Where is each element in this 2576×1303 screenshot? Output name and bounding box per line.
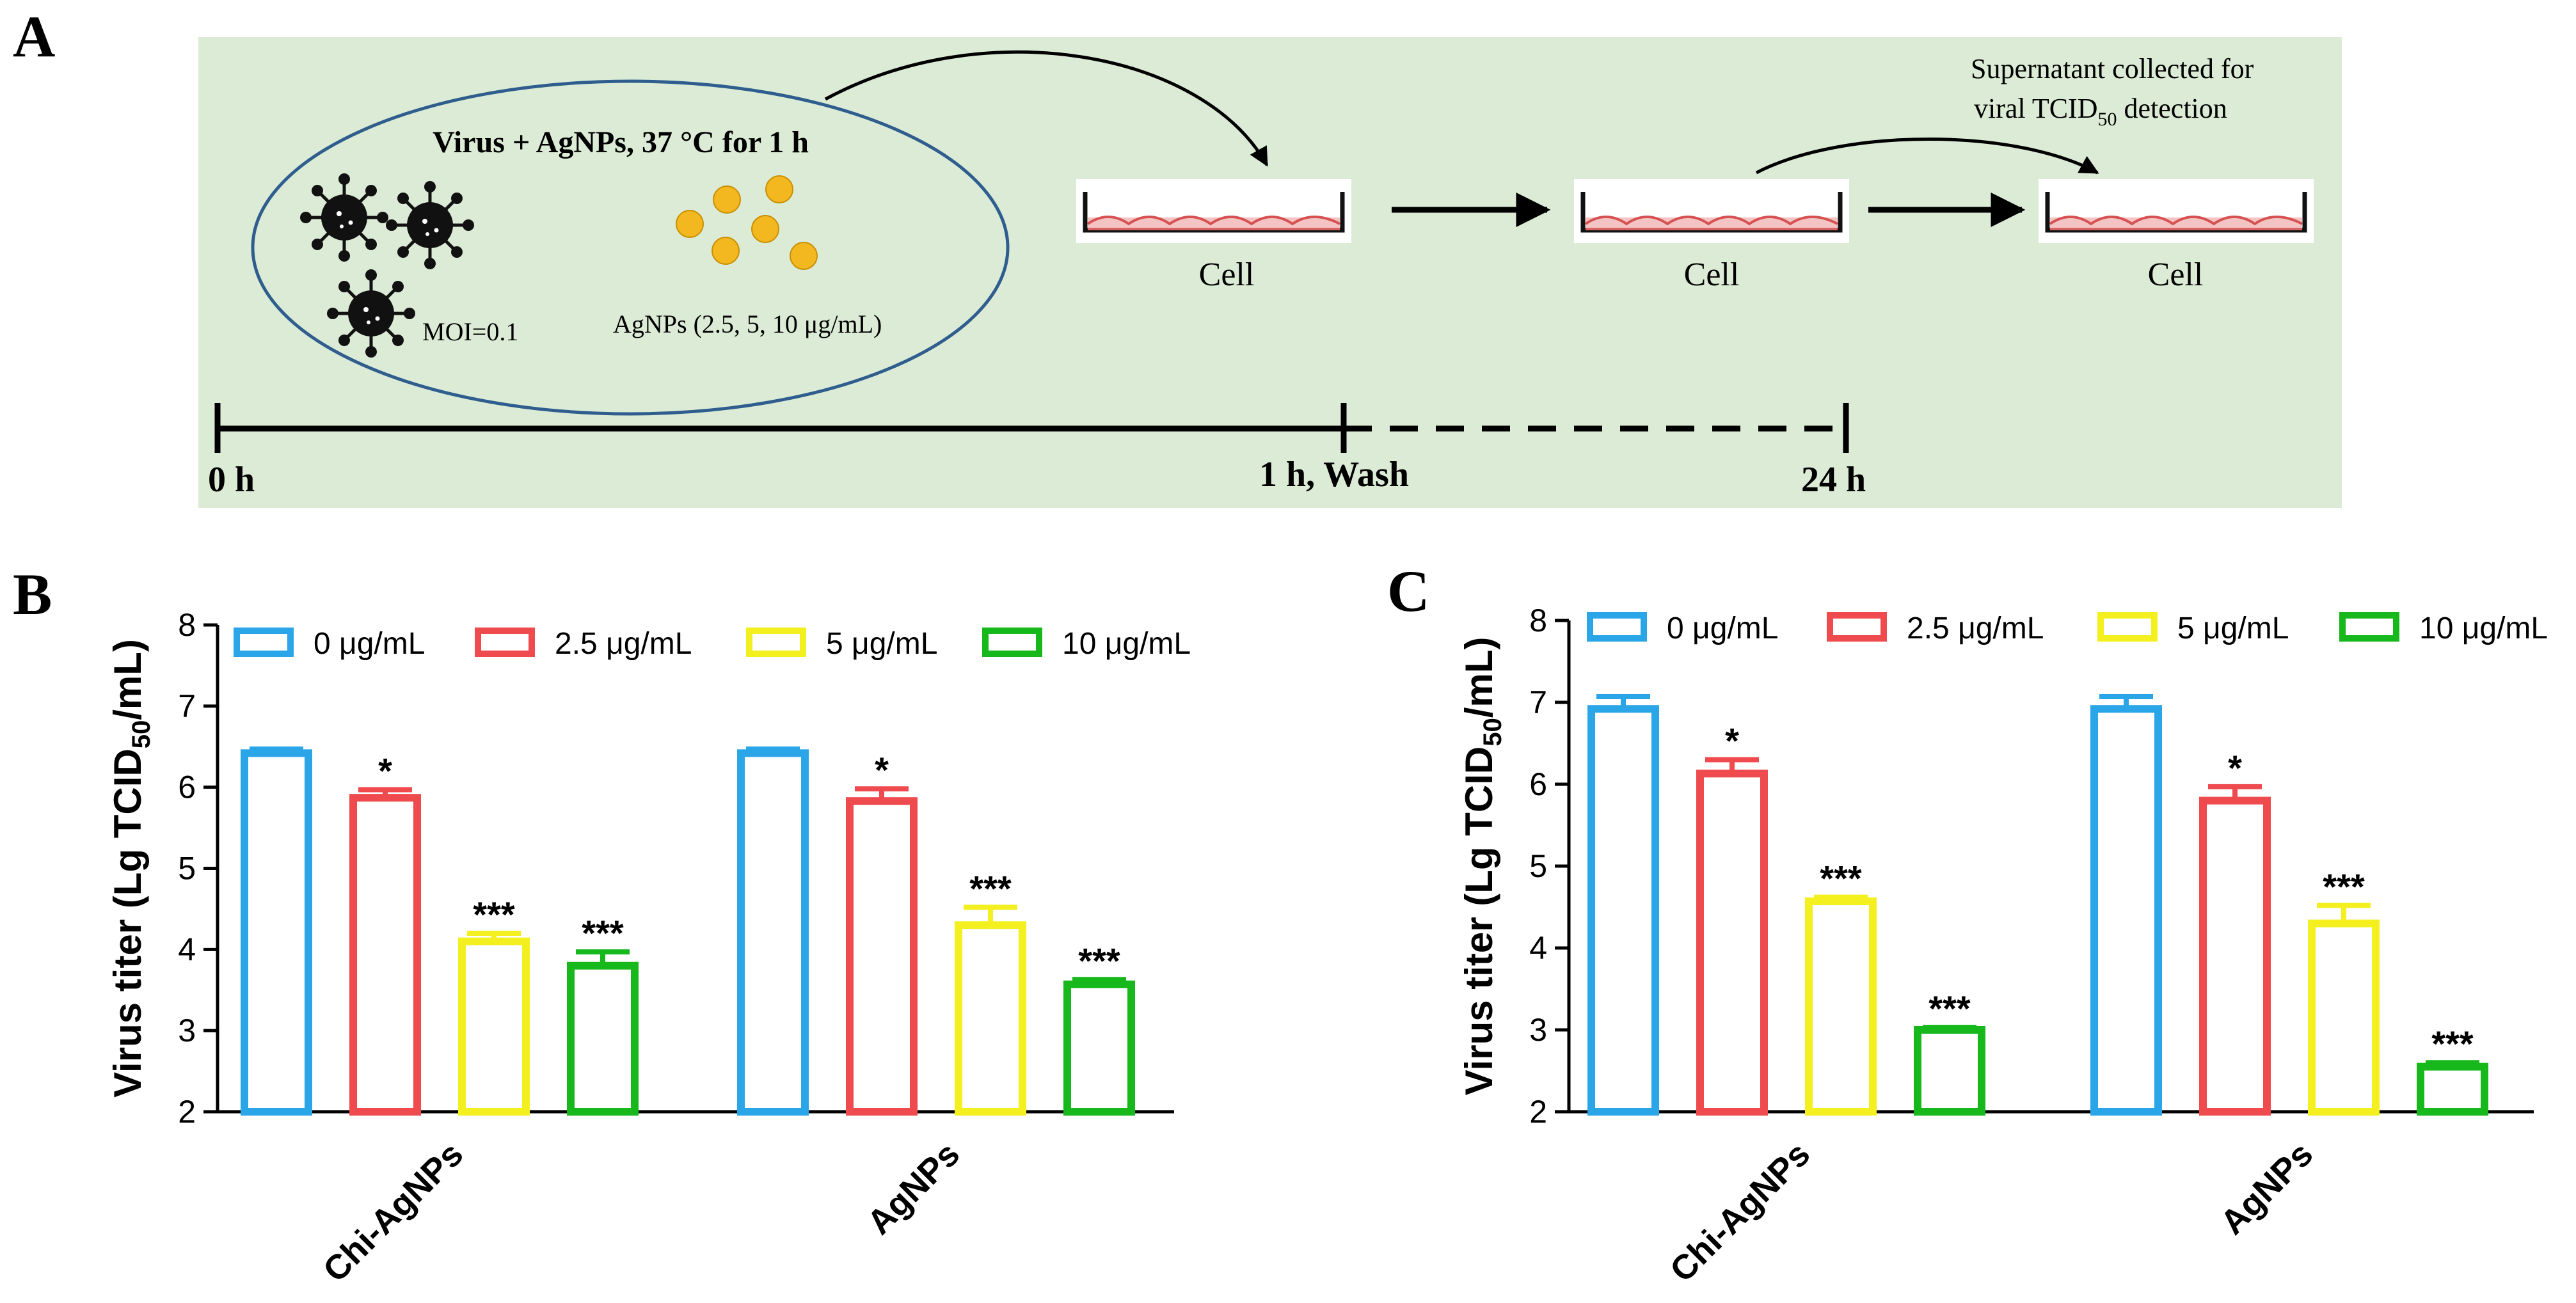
agnp-particle: [712, 237, 740, 265]
chart-c-bar: [2199, 796, 2271, 1116]
chart-b-bar: [349, 794, 421, 1116]
chart-b-bar: [846, 797, 918, 1116]
time-0h: 0 h: [208, 460, 255, 500]
chart-b-legend-swatch: [982, 628, 1042, 657]
cell-label-3: Cell: [2148, 257, 2204, 293]
chart-b-bar: [567, 961, 639, 1116]
chart-b-significance-label: ***: [473, 894, 515, 935]
chart-c-legend-swatch: [1827, 612, 1887, 642]
chart-c-y-tick-label: 6: [1529, 766, 1547, 802]
cell-dish-3: [2039, 179, 2314, 243]
chart-b-bar: [458, 937, 530, 1116]
timeline: [214, 403, 1849, 453]
chart-c-y-tick-label: 8: [1529, 603, 1547, 638]
transfer-arrow: [824, 50, 1269, 167]
chart-c-y-tick-label: 7: [1529, 684, 1547, 720]
chart-c-legend-label: 0 μg/mL: [1667, 612, 1778, 645]
agnp-particle: [790, 242, 818, 270]
chart-c-legend-swatch: [1587, 612, 1647, 642]
supernatant-arrow: [1755, 138, 2099, 175]
chart-b-legend-swatch: [234, 628, 294, 657]
chart-c-significance-label: ***: [1820, 858, 1862, 899]
chart-c-bar: [1696, 770, 1768, 1116]
panel-label-a: A: [13, 4, 55, 69]
chart-c-significance-label: ***: [2431, 1023, 2474, 1064]
chart-c-legend-label: 5 μg/mL: [2177, 612, 2289, 645]
chart-c-bar: [2090, 705, 2162, 1116]
chart-c-significance-label: *: [2228, 748, 2242, 788]
agnp-particle: [676, 210, 704, 238]
supernatant-line2: viral TCID50 detection: [1974, 93, 2227, 130]
agnps-label: AgNPs (2.5, 5, 10 μg/mL): [613, 310, 882, 338]
agnp-particles: [676, 175, 818, 270]
cell-label-1: Cell: [1199, 257, 1255, 293]
chart-c-y-tick-label: 2: [1529, 1094, 1547, 1130]
time-1h-wash: 1 h, Wash: [1259, 455, 1409, 494]
chart-c-significance-label: ***: [2323, 866, 2365, 906]
chart-c-x-tick-label: AgNPs: [2213, 1135, 2321, 1242]
chart-b-legend-swatch: [475, 628, 535, 657]
chart-c-bar: [1587, 705, 1659, 1116]
chart-b-y-tick-label: 4: [178, 931, 196, 967]
chart-b-legend-swatch: [746, 628, 806, 657]
chart-b-y-tick-label: 7: [178, 688, 196, 724]
chart-c-significance-label: *: [1725, 721, 1739, 761]
cell-label-2: Cell: [1684, 257, 1740, 293]
chart-b-y-tick-label: 5: [178, 851, 196, 887]
chart-c-legend-label: 2.5 μg/mL: [1907, 612, 2044, 645]
cell-dish-2: [1574, 179, 1849, 243]
chart-b-legend-label: 5 μg/mL: [826, 627, 937, 661]
incubation-title: Virus + AgNPs, 37 °C for 1 h: [433, 125, 809, 159]
chart-b-legend-label: 2.5 μg/mL: [555, 627, 692, 661]
chart-b-legend-label: 0 μg/mL: [314, 627, 425, 661]
chart-c-bar: [1805, 897, 1877, 1116]
agnp-particle: [751, 215, 779, 243]
chart-b-bar: [737, 749, 809, 1116]
chart-c-y-tick-label: 4: [1529, 930, 1547, 966]
chart-b-y-tick-label: 3: [178, 1013, 196, 1048]
chart-b-bar: [955, 921, 1026, 1116]
chart-b-significance-label: ***: [969, 868, 1012, 908]
chart-c-legend-swatch: [2339, 612, 2399, 642]
chart-c-y-tick-label: 3: [1529, 1012, 1547, 1048]
chart-c-significance-label: ***: [1928, 988, 1971, 1029]
chart-c-bar: [1914, 1026, 1985, 1116]
chart-c-y-tick-label: 5: [1529, 848, 1547, 884]
virus-icon: [327, 269, 415, 358]
chart-b-legend-label: 10 μg/mL: [1062, 627, 1191, 661]
panel-label-c: C: [1387, 558, 1429, 624]
virus-icon: [386, 181, 474, 269]
chart-b-y-tick-label: 2: [178, 1094, 196, 1130]
virus-icon: [300, 173, 388, 262]
chart-b-y-tick-label: 8: [178, 607, 196, 643]
chart-c-bar: [2417, 1062, 2488, 1116]
chart-c-x-tick-label: Chi-AgNPs: [1663, 1135, 1818, 1290]
chart-b-x-tick-label: Chi-AgNPs: [316, 1135, 471, 1290]
chart-b-significance-label: *: [875, 750, 889, 790]
chart-c-legend-swatch: [2097, 612, 2158, 642]
cell-dish-1: [1076, 179, 1351, 243]
chart-b-significance-label: ***: [1078, 940, 1120, 981]
chart-b-y-axis-label: Virus titer (Lg TCID50/mL): [106, 639, 155, 1098]
chart-b-bar: [1063, 980, 1135, 1116]
chart-b-x-tick-label: AgNPs: [860, 1135, 967, 1242]
panel-label-b: B: [13, 562, 52, 627]
supernatant-line1: Supernatant collected for: [1971, 53, 2254, 84]
chart-c-legend-label: 10 μg/mL: [2419, 612, 2548, 645]
chart-c-bar: [2308, 919, 2380, 1116]
incubation-ellipse: [251, 79, 1010, 416]
agnp-particle: [713, 186, 741, 214]
chart-b-significance-label: ***: [582, 913, 624, 953]
chart-b-y-tick-label: 6: [178, 770, 196, 805]
chart-b-bar: [241, 749, 312, 1116]
time-24h: 24 h: [1801, 460, 1866, 500]
moi-label: MOI=0.1: [422, 317, 518, 346]
agnp-particle: [765, 175, 793, 203]
chart-b-significance-label: *: [378, 750, 392, 791]
chart-c-y-axis-label: Virus titer (Lg TCID50/mL): [1458, 637, 1507, 1096]
